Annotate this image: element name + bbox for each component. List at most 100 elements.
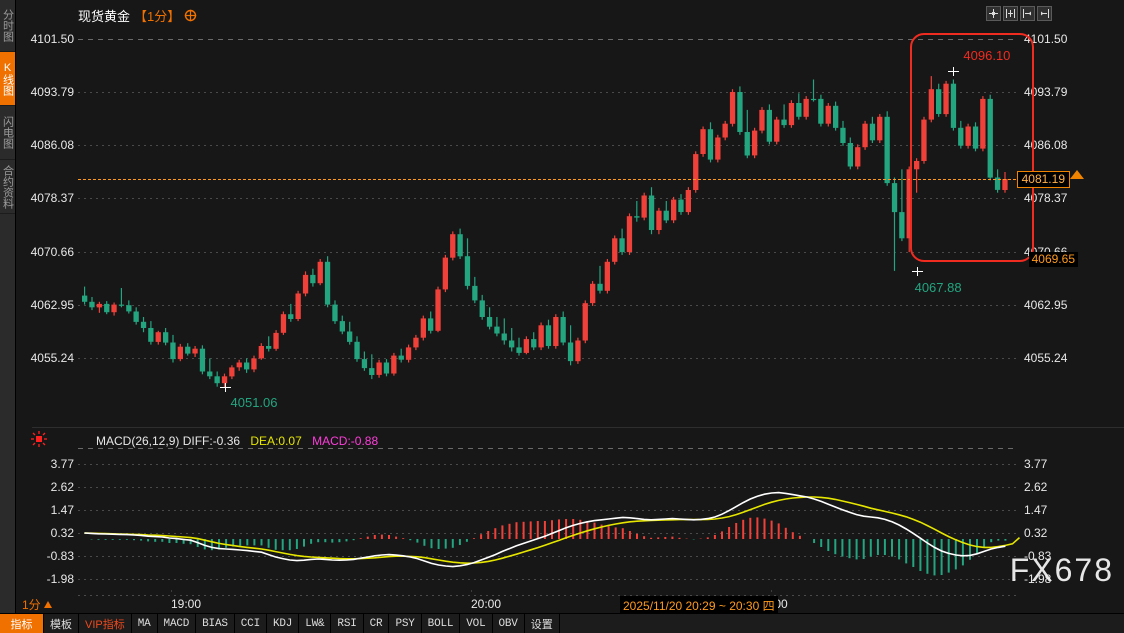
toolbar-item-rsi[interactable]: RSI — [331, 614, 364, 633]
axis-tick-label: 4070.66 — [30, 244, 74, 259]
axis-tick-label: 4062.95 — [1024, 297, 1068, 312]
sidebar-item-label: K线图 — [1, 61, 14, 96]
toolbar-item-ma[interactable]: MA — [132, 614, 158, 633]
toolbar-item--[interactable]: 设置 — [525, 614, 560, 633]
macd-series — [84, 491, 1021, 576]
sidebar-item-label: 合约资料 — [1, 164, 14, 209]
axis-tick-label: 4093.79 — [1024, 85, 1068, 100]
sidebar-item-contract-info[interactable]: 合约资料 — [0, 160, 15, 214]
gridline — [78, 509, 1016, 511]
toolbar-item-macd[interactable]: MACD — [158, 614, 197, 633]
time-label-1: 19:00 — [171, 597, 202, 611]
macd-title: MACD(26,12,9) DIFF:-0.36 — [96, 434, 241, 448]
candlestick-series — [82, 76, 1008, 387]
macd-dea-value: DEA:0.07 — [250, 434, 302, 448]
crosshair-move-icon[interactable] — [986, 6, 1001, 21]
toolbar-item--[interactable]: 模板 — [44, 614, 79, 633]
axis-tick-label: 4078.37 — [30, 191, 74, 206]
axis-tick-label: -0.83 — [1024, 548, 1052, 563]
chart-canvas[interactable]: 现货黄金 【1分】 — [16, 0, 1124, 615]
time-label-2: 20:00 — [471, 597, 502, 611]
chart-tool-buttons[interactable] — [986, 6, 1052, 21]
gridline — [78, 38, 1016, 40]
axis-tick-label: -1.98 — [46, 571, 74, 586]
toolbar-item-bias[interactable]: BIAS — [196, 614, 235, 633]
axis-tick-label: 4055.24 — [1024, 351, 1068, 366]
toolbar-item-boll[interactable]: BOLL — [422, 614, 461, 633]
toolbar-item-kdj[interactable]: KDJ — [267, 614, 300, 633]
sidebar-item-label: 闪电图 — [1, 116, 14, 149]
axis-tick-label: 4086.08 — [1024, 138, 1068, 153]
axis-tick-label: -1.98 — [1024, 571, 1052, 586]
price-arrow-icon — [1070, 166, 1084, 184]
fit-right-icon[interactable] — [1037, 6, 1052, 21]
gridline — [78, 555, 1016, 557]
sidebar-item-kline-chart[interactable]: K线图 — [0, 52, 15, 106]
toolbar-item-cci[interactable]: CCI — [235, 614, 267, 633]
toolbar-item-vip-[interactable]: VIP指标 — [79, 614, 132, 633]
toolbar-spacer — [560, 614, 1124, 633]
time-gridline — [471, 590, 472, 596]
axis-tick-label: 4093.79 — [30, 85, 74, 100]
sidebar-item-time-chart[interactable]: 分时图 — [0, 0, 15, 52]
period-label: 1分 — [22, 597, 41, 612]
axis-tick-label: 4062.95 — [30, 297, 74, 312]
view-mode-sidebar: 分时图 K线图闪电图合约资料 — [0, 0, 16, 613]
current-price-tag: 4081.19 — [1016, 170, 1070, 188]
axis-tick-label: 1.47 — [50, 502, 74, 517]
toolbar-item-cr[interactable]: CR — [364, 614, 390, 633]
high-price-label: 4096.10 — [963, 48, 1011, 64]
gridline — [78, 463, 1016, 465]
symbol-name: 现货黄金 — [78, 9, 131, 24]
indicator-toolbar[interactable]: 指标 模板 VIP指标 MA MACD BIAS CCI KDJ LW& RSI CR PSY BOLL… — [0, 613, 1124, 633]
axis-tick-label: 2.62 — [50, 479, 74, 494]
period-indicator[interactable]: 1分 — [22, 595, 52, 613]
axis-tick-label: 1.47 — [1024, 502, 1048, 517]
time-gridline — [771, 590, 772, 596]
axis-tick-label: 3.77 — [1024, 456, 1048, 471]
low-axis-tag: 4069.65 — [1028, 251, 1078, 267]
sidebar-item-label: 分时图 — [1, 9, 14, 42]
sidebar-item-lightning-chart[interactable]: 闪电图 — [0, 106, 15, 160]
axis-tick-label: -0.83 — [46, 548, 74, 563]
axis-tick-label: 0.32 — [1024, 525, 1048, 540]
fit-vertical-icon[interactable] — [1003, 6, 1018, 21]
macd-readout: MACD(26,12,9) DIFF:-0.36 DEA:0.07 MACD:-… — [96, 434, 385, 448]
gridline — [78, 304, 1016, 306]
triangle-up-icon — [43, 600, 52, 608]
toolbar-item-obv[interactable]: OBV — [493, 614, 525, 633]
axis-tick-label: 4101.50 — [30, 31, 74, 46]
axis-tick-label: 3.77 — [50, 456, 74, 471]
fit-left-icon[interactable] — [1020, 6, 1035, 21]
gridline — [78, 251, 1016, 253]
axis-tick-label: 4101.50 — [1024, 31, 1068, 46]
gridline — [78, 486, 1016, 488]
toolbar-item-psy[interactable]: PSY — [389, 614, 422, 633]
chart-title: 现货黄金 【1分】 — [78, 6, 197, 25]
gridline — [78, 358, 1016, 360]
session-low-price-label: 4051.06 — [230, 394, 278, 410]
site-watermark: FX678 — [1009, 552, 1114, 588]
record-indicator-icon[interactable] — [30, 430, 48, 448]
axis-tick-label: 0.32 — [50, 525, 74, 540]
crosshair-target-icon[interactable] — [184, 9, 197, 22]
gridline — [78, 578, 1016, 580]
gridline — [78, 595, 1016, 596]
toolbar-item--[interactable]: 指标 — [0, 614, 44, 633]
annotation-rectangle[interactable] — [910, 33, 1034, 262]
gridline — [78, 448, 1016, 449]
macd-value: MACD:-0.88 — [312, 434, 379, 448]
axis-tick-label: 4086.08 — [30, 138, 74, 153]
toolbar-item-vol[interactable]: VOL — [460, 614, 493, 633]
low-price-label: 4067.88 — [914, 279, 962, 295]
symbol-period: 【1分】 — [134, 9, 181, 24]
axis-tick-label: 2.62 — [1024, 479, 1048, 494]
current-price-line — [78, 178, 1036, 180]
time-gridline — [171, 590, 172, 596]
panel-divider — [32, 427, 1124, 428]
toolbar-item-lw-[interactable]: LW& — [299, 614, 332, 633]
axis-tick-label: 4078.37 — [1024, 191, 1068, 206]
gridline — [78, 532, 1016, 534]
time-range-label: 2025/11/20 20:29 ~ 20:30 四 — [620, 596, 778, 615]
